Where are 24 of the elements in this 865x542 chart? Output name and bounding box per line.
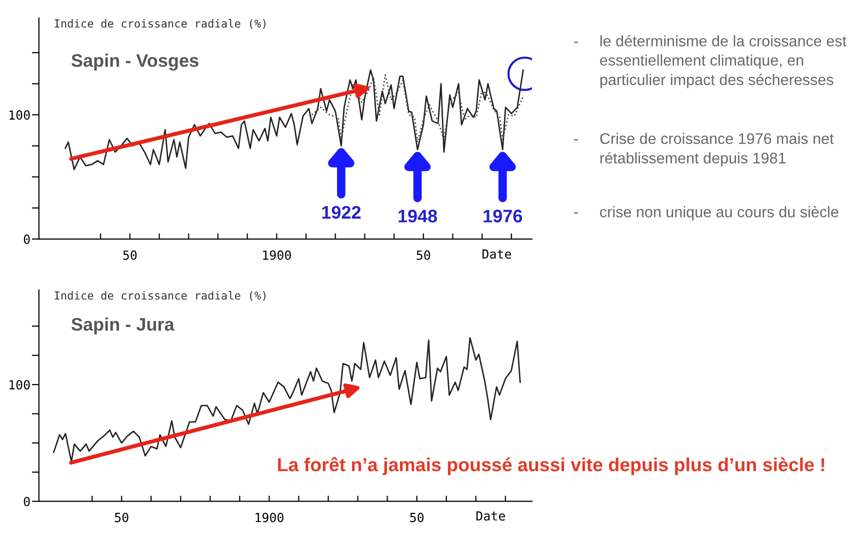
x-axis-title: Date — [476, 511, 505, 521]
annotation: La forêt n’a jamais poussé aussi vite depuis plus d’un siècle ! — [278, 457, 824, 476]
x-tick-label: 50 — [416, 250, 430, 260]
text: - Crise de croissance 1976 mais net rétablissement depuis 1981 — [574, 132, 834, 167]
y-tick-label: 0 — [24, 234, 30, 244]
x-tick-label: 50 — [410, 512, 424, 522]
text: - le déterminisme de la croissance est essentiellement climatique, en particulier impact des sécheresses — [574, 35, 846, 88]
y-tick-label: 100 — [10, 380, 30, 390]
x-tick-label: 50 — [123, 250, 137, 260]
y-tick-label: 100 — [10, 110, 30, 120]
annotation: 1922 — [322, 206, 361, 219]
text: Sapin - Vosges — [71, 54, 198, 71]
line-series — [311, 74, 524, 143]
text: - crise non unique au cours du siècle — [574, 206, 838, 220]
y-axis-title: Indice de croissance radiale (%) — [54, 291, 266, 301]
y-tick-label: 0 — [24, 496, 30, 506]
x-tick-label: 50 — [114, 512, 128, 522]
x-axis-title: Date — [482, 249, 512, 259]
y-axis-title: Indice de croissance radiale (%) — [54, 18, 266, 29]
annotation: 1948 — [398, 210, 438, 222]
annotation: 1976 — [484, 210, 522, 222]
x-tick-label: 1900 — [263, 250, 291, 260]
text: Sapin - Jura — [71, 317, 174, 334]
x-tick-label: 1900 — [256, 512, 284, 522]
